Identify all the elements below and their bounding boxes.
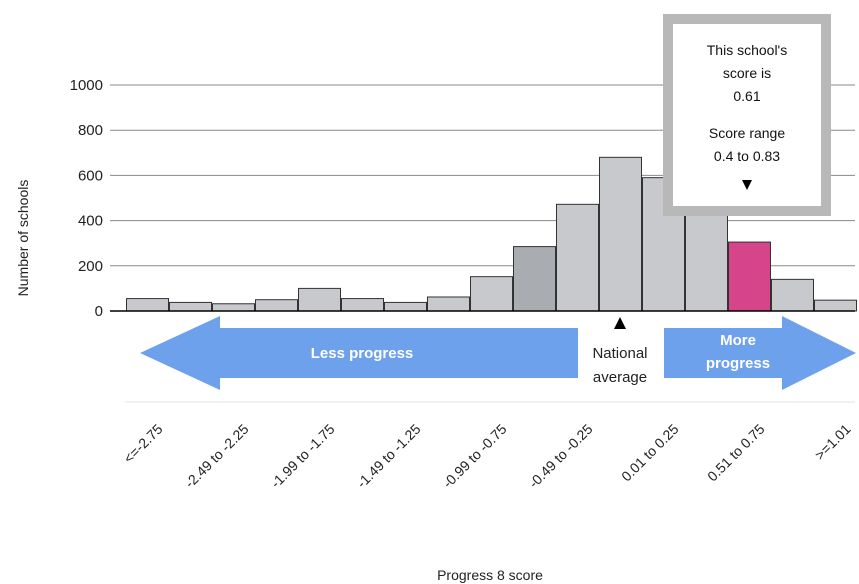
x-tick-label: -1.49 to -1.25 xyxy=(353,421,423,491)
y-axis-title: Number of schools xyxy=(15,180,31,297)
y-tick-label: 0 xyxy=(95,303,103,320)
tooltip-score-range: 0.4 to 0.83 xyxy=(714,148,780,164)
bar xyxy=(470,276,513,312)
bar xyxy=(126,298,169,312)
tooltip-line1: This school's xyxy=(707,42,787,58)
more-progress-arrow: More progress xyxy=(664,316,856,390)
bar-this-school xyxy=(728,241,771,312)
tooltip-line4: Score range xyxy=(709,125,785,141)
y-tick-label: 800 xyxy=(78,122,103,139)
x-tick-labels: <=-2.75 -2.49 to -2.25 -1.99 to -1.75 -1.49… xyxy=(120,421,854,491)
bar xyxy=(384,301,427,312)
x-tick-label: >=1.01 xyxy=(811,421,853,463)
bar xyxy=(599,156,642,312)
tooltip-body xyxy=(673,24,821,206)
bar xyxy=(341,298,384,312)
bars xyxy=(126,156,857,312)
less-progress-arrow: Less progress xyxy=(140,316,578,390)
bar xyxy=(814,299,857,312)
school-score-tooltip: This school's score is 0.61 Score range … xyxy=(663,14,831,216)
less-progress-label: Less progress xyxy=(311,345,414,362)
x-tick-label: -0.49 to -0.25 xyxy=(525,421,595,491)
national-average-line2: average xyxy=(593,369,647,386)
tooltip-line2: score is xyxy=(723,65,771,81)
y-tick-label: 1000 xyxy=(70,77,103,94)
national-average-marker: National average xyxy=(592,317,648,386)
y-tick-label: 200 xyxy=(78,258,103,275)
y-tick-labels: 0 200 400 600 800 1000 xyxy=(70,77,103,320)
x-tick-label: -1.99 to -1.75 xyxy=(267,421,337,491)
national-average-triangle-icon xyxy=(614,317,626,329)
bar xyxy=(255,299,298,312)
more-progress-label-line2: progress xyxy=(706,355,770,372)
x-tick-label: -2.49 to -2.25 xyxy=(181,421,251,491)
tooltip-pointer-icon xyxy=(742,180,752,190)
x-tick-label: -0.99 to -0.75 xyxy=(439,421,509,491)
national-average-line1: National xyxy=(592,345,647,362)
bar xyxy=(169,301,212,312)
bar xyxy=(212,303,255,312)
bar xyxy=(556,203,599,312)
bar xyxy=(685,204,728,312)
bar xyxy=(427,296,470,312)
more-progress-label-line1: More xyxy=(720,332,756,349)
tooltip-school-score: 0.61 xyxy=(733,88,760,104)
x-axis-title: Progress 8 score xyxy=(437,567,543,583)
y-tick-label: 400 xyxy=(78,213,103,230)
x-tick-label: 0.01 to 0.25 xyxy=(618,421,682,485)
y-tick-label: 600 xyxy=(78,167,103,184)
bar xyxy=(513,246,556,312)
bar xyxy=(771,278,814,312)
x-tick-label: 0.51 to 0.75 xyxy=(704,421,768,485)
bar xyxy=(298,287,341,312)
x-tick-label: <=-2.75 xyxy=(120,421,166,467)
